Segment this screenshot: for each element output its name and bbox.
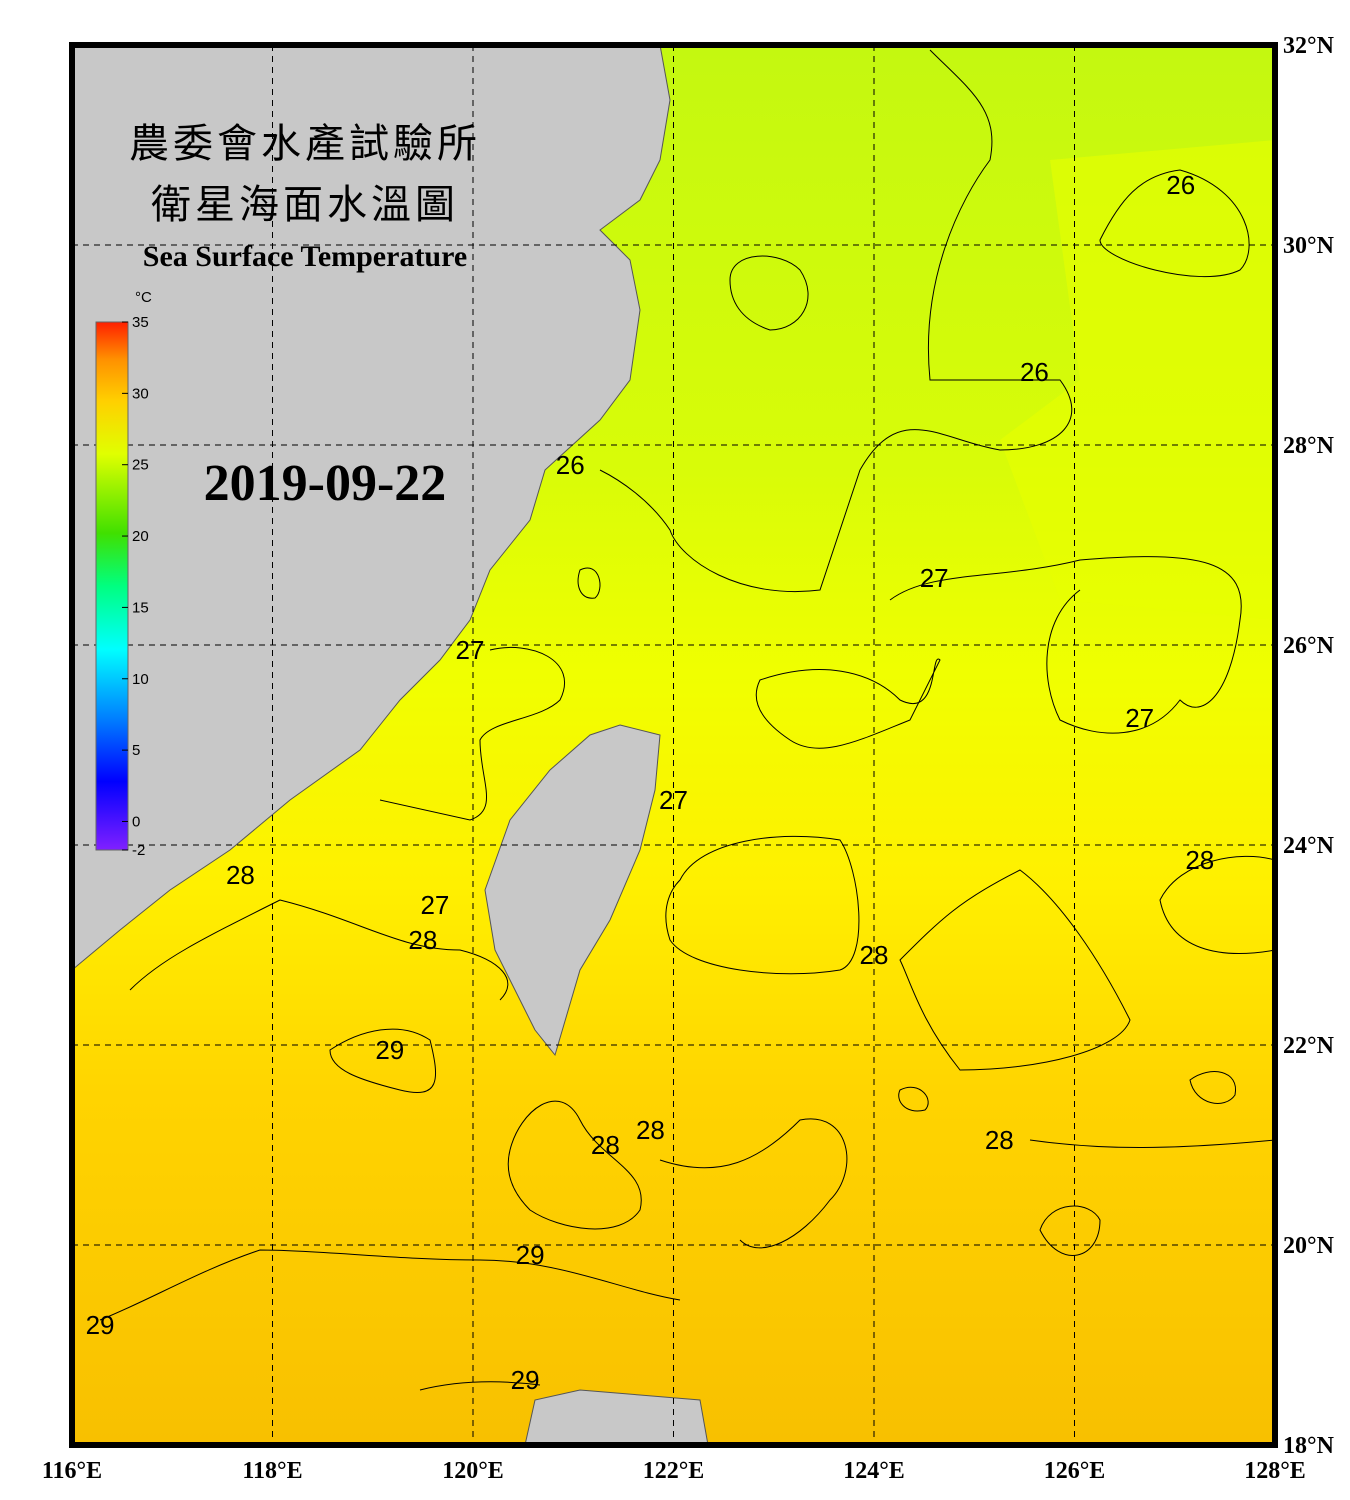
contour-label: 28 [1185,845,1214,875]
contour-label: 28 [860,940,889,970]
title-zh-2: 衛星海面水溫圖 [151,182,459,228]
colorbar-tick-label: 10 [132,671,149,688]
colorbar-tick-label: 25 [132,457,149,474]
mainland [72,45,671,971]
colorbar-tick-label: 30 [132,385,149,402]
lat-tick-label: 22°N [1283,1033,1335,1059]
colorbar-tick-label: 35 [132,314,149,331]
contour-label: 26 [1020,357,1049,387]
contour-label: 29 [86,1310,115,1340]
contour-labels: 26 26 26 27 27 27 27 28 27 28 28 28 29 28 28 28 29 29 29 [86,170,1215,1395]
contour-label: 28 [591,1130,620,1160]
isotherms [99,49,1275,1391]
contour-label: 26 [556,450,585,480]
lat-tick-label: 24°N [1283,833,1335,859]
contour-label: 28 [636,1115,665,1145]
contour-label: 27 [1125,703,1154,733]
lat-tick-label: 30°N [1283,233,1335,259]
contour-label: 28 [985,1125,1014,1155]
lon-tick-label: 126°E [1044,1458,1106,1484]
contour-label: 28 [408,925,437,955]
taiwan [484,724,661,1057]
lon-tick-label: 116°E [42,1458,102,1484]
title-en: Sea Surface Temperature [143,240,467,273]
map-frame [69,42,1278,1448]
contour-label: 27 [456,635,485,665]
colorbar-tick-label: 5 [132,742,140,759]
date: 2019-09-22 [204,455,447,512]
contour-label: 27 [420,890,449,920]
contour-label: 26 [1166,170,1195,200]
colorbar-tick-label: 0 [132,813,140,830]
lat-tick-label: 20°N [1283,1233,1335,1259]
colorbar-unit: °C [135,289,152,306]
contour-label: 27 [920,563,949,593]
colorbar-tick-label: -2 [132,842,145,859]
lon-tick-label: 122°E [643,1458,705,1484]
lat-tick-label: 32°N [1283,33,1335,59]
contour-label: 27 [659,785,688,815]
title-zh-1: 農委會水產試驗所 [129,121,481,167]
lat-tick-label: 18°N [1283,1433,1335,1459]
colorbar-tick-label: 15 [132,599,149,616]
lon-tick-label: 120°E [442,1458,504,1484]
lat-tick-label: 26°N [1283,633,1335,659]
contour-label: 29 [375,1035,404,1065]
contour-label: 29 [511,1365,540,1395]
contour-label: 28 [226,860,255,890]
lon-tick-label: 124°E [843,1458,905,1484]
lon-tick-label: 128°E [1244,1458,1306,1484]
colorbar [95,321,129,851]
sea-shade [1000,140,1275,620]
lat-tick-label: 28°N [1283,433,1335,459]
colorbar-tick-label: 20 [132,528,149,545]
lon-tick-label: 118°E [242,1458,302,1484]
contour-label: 29 [516,1240,545,1270]
luzon [524,1389,709,1445]
